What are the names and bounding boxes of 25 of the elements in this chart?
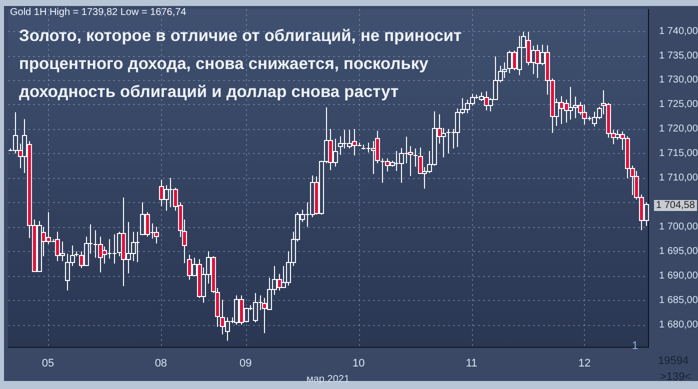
annotation: 1	[632, 340, 638, 352]
candlestick	[135, 231, 140, 263]
y-tick-label: 1 695,00	[659, 246, 698, 258]
y-tick-label: 1 680,00	[659, 320, 698, 331]
text: 1 704,58	[654, 200, 697, 211]
y-tick-label: 1 700,00	[659, 222, 698, 233]
y-tick-label: 1 735,00	[659, 50, 698, 62]
x-tick-label: 09	[240, 357, 252, 370]
candlestick	[413, 148, 418, 168]
text: Золото, которое в отличие от облигаций, не приносит процентного дохода, снова снижается, поскольку доходность облигаций и доллар снова растут	[19, 26, 463, 103]
x-tick-label: 05	[42, 357, 54, 370]
x-tick-label: 12	[578, 357, 591, 370]
y-tick-label: 1 725,00	[659, 99, 698, 110]
x-tick-label: 11	[466, 357, 478, 370]
x-tick-label: 08	[154, 357, 168, 370]
y-tick-label: 1 690,00	[659, 270, 698, 282]
y-tick-label: 1 720,00	[659, 124, 698, 135]
y-tick-label: 1 730,00	[659, 74, 698, 86]
candlestick	[446, 128, 451, 154]
y-tick-label: 1 685,00	[659, 295, 698, 306]
x-tick-label: 10	[352, 357, 365, 370]
chart-subtitle: Gold 1H High = 1739,82 Low = 1676,74	[10, 7, 186, 18]
y-tick-label: 1 740,00	[659, 26, 698, 37]
y-tick-label: 1 710,00	[659, 172, 698, 184]
y-tick-label: 1 715,00	[659, 148, 698, 160]
